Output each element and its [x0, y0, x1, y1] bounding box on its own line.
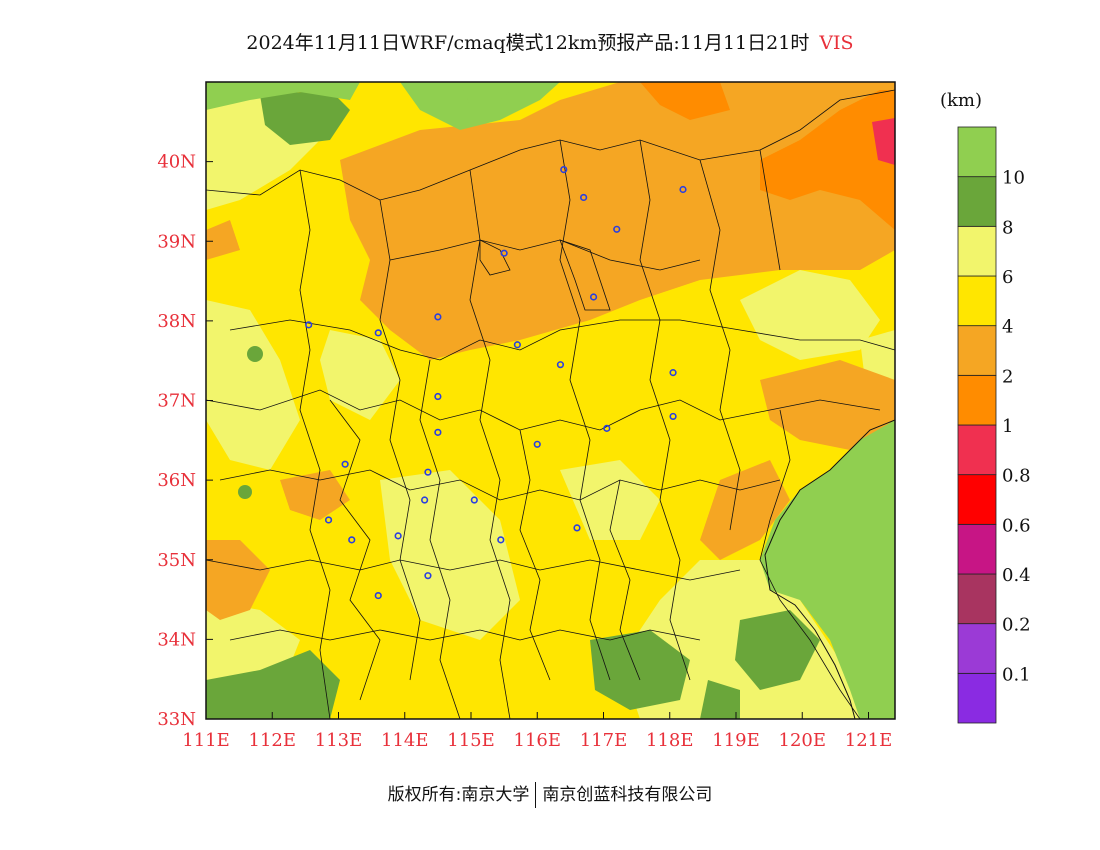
- x-tick-label: 113E: [315, 730, 363, 751]
- y-tick-label: 39N: [157, 231, 196, 252]
- axis-ticks: 111E 112E 113E 114E 115E 116E 117E 118E 119E 120E…: [157, 152, 892, 751]
- colorbar-label: 0.4: [1002, 565, 1031, 586]
- footer-left: 版权所有:南京大学: [387, 785, 530, 805]
- station-marker: [348, 536, 356, 544]
- title-variable: VIS: [819, 32, 854, 54]
- chart-title: 2024年11月11日WRF/cmaq模式12km预报产品:11月11日21时 V…: [0, 28, 1100, 55]
- colorbar-bin: [957, 374, 997, 426]
- station-marker: [500, 249, 508, 257]
- station-marker: [424, 468, 432, 476]
- y-tick-label: 34N: [157, 629, 196, 650]
- x-tick-label: 116E: [514, 730, 562, 751]
- colorbar-label: 0.1: [1002, 664, 1031, 685]
- colorbar-label: 4: [1002, 317, 1013, 338]
- colorbar-bin: [957, 225, 997, 277]
- x-tick-label: 117E: [580, 730, 628, 751]
- station-marker: [560, 165, 568, 174]
- station-marker: [421, 496, 429, 504]
- colorbar-label: 2: [1002, 366, 1013, 387]
- station-marker: [556, 361, 565, 369]
- colorbar-bin: [957, 474, 997, 525]
- station-marker: [533, 440, 541, 448]
- colorbar-label: 6: [1002, 267, 1013, 288]
- x-tick-label: 120E: [779, 730, 827, 751]
- station-marker: [513, 341, 521, 349]
- station-marker: [434, 392, 442, 401]
- colorbar-label: 8: [1002, 217, 1013, 238]
- admin-boundaries: [206, 89, 895, 719]
- y-tick-label: 33N: [157, 709, 196, 730]
- colorbar-label: 10: [1002, 168, 1025, 189]
- colorbar: 0.1 0.2 0.4 0.6 0.8 1 2 4 6 8 10: [957, 126, 1031, 724]
- station-marker: [305, 321, 313, 329]
- colorbar-bin: [957, 275, 997, 327]
- colorbar-bin: [957, 176, 997, 227]
- colorbar-bin: [957, 672, 997, 724]
- y-tick-label: 35N: [157, 550, 196, 571]
- vis-1-2km-areas: [640, 82, 895, 230]
- colorbar-bin: [957, 623, 997, 674]
- colorbar-label: 0.8: [1002, 466, 1031, 487]
- colorbar-unit: (km): [940, 90, 983, 111]
- vis-2-4km-areas: [206, 82, 895, 620]
- station-marker: [374, 591, 382, 600]
- station-marker: [497, 536, 505, 544]
- city-stations: [305, 165, 687, 600]
- x-tick-label: 118E: [646, 730, 694, 751]
- y-tick-label: 38N: [157, 311, 196, 332]
- x-tick-label: 115E: [447, 730, 495, 751]
- station-marker: [669, 369, 677, 377]
- station-marker: [613, 225, 621, 233]
- copyright-footer: 版权所有:南京大学 南京创蓝科技有限公司: [0, 780, 1100, 808]
- station-marker: [374, 329, 382, 337]
- y-tick-label: 36N: [157, 470, 196, 491]
- colorbar-label: 0.6: [1002, 515, 1031, 536]
- footer-right: 南京创蓝科技有限公司: [542, 785, 713, 805]
- vis-8-10km-areas: [206, 90, 820, 719]
- station-marker: [434, 313, 442, 321]
- x-tick-label: 111E: [182, 730, 230, 751]
- colorbar-label: 1: [1002, 416, 1013, 437]
- station-marker: [424, 572, 432, 580]
- station-marker: [679, 185, 687, 194]
- station-marker: [603, 424, 611, 432]
- footer-separator: [535, 782, 537, 808]
- station-marker: [394, 532, 402, 540]
- x-tick-label: 114E: [381, 730, 429, 751]
- colorbar-bin: [957, 424, 997, 476]
- x-tick-label: 121E: [845, 730, 893, 751]
- y-tick-label: 40N: [157, 152, 196, 173]
- station-marker: [589, 293, 598, 301]
- colorbar-label: 0.2: [1002, 615, 1031, 636]
- vis-0.8-1km-area: [872, 118, 895, 165]
- x-tick-label: 119E: [712, 730, 760, 751]
- colorbar-bin: [957, 523, 997, 575]
- colorbar-bin: [957, 573, 997, 625]
- coastline: [764, 419, 895, 719]
- station-marker: [470, 496, 478, 504]
- y-tick-label: 37N: [157, 391, 196, 412]
- station-marker: [573, 524, 581, 532]
- colorbar-bin: [957, 126, 997, 178]
- x-tick-label: 112E: [249, 730, 297, 751]
- station-marker: [434, 428, 442, 436]
- station-marker: [324, 516, 333, 524]
- station-marker: [341, 460, 349, 468]
- colorbar-bin: [957, 325, 997, 376]
- visibility-field: [206, 82, 895, 719]
- station-marker: [580, 193, 588, 202]
- station-marker: [669, 412, 677, 421]
- vis-above-10km-areas: [206, 82, 895, 719]
- title-main: 2024年11月11日WRF/cmaq模式12km预报产品:11月11日21时: [246, 32, 810, 54]
